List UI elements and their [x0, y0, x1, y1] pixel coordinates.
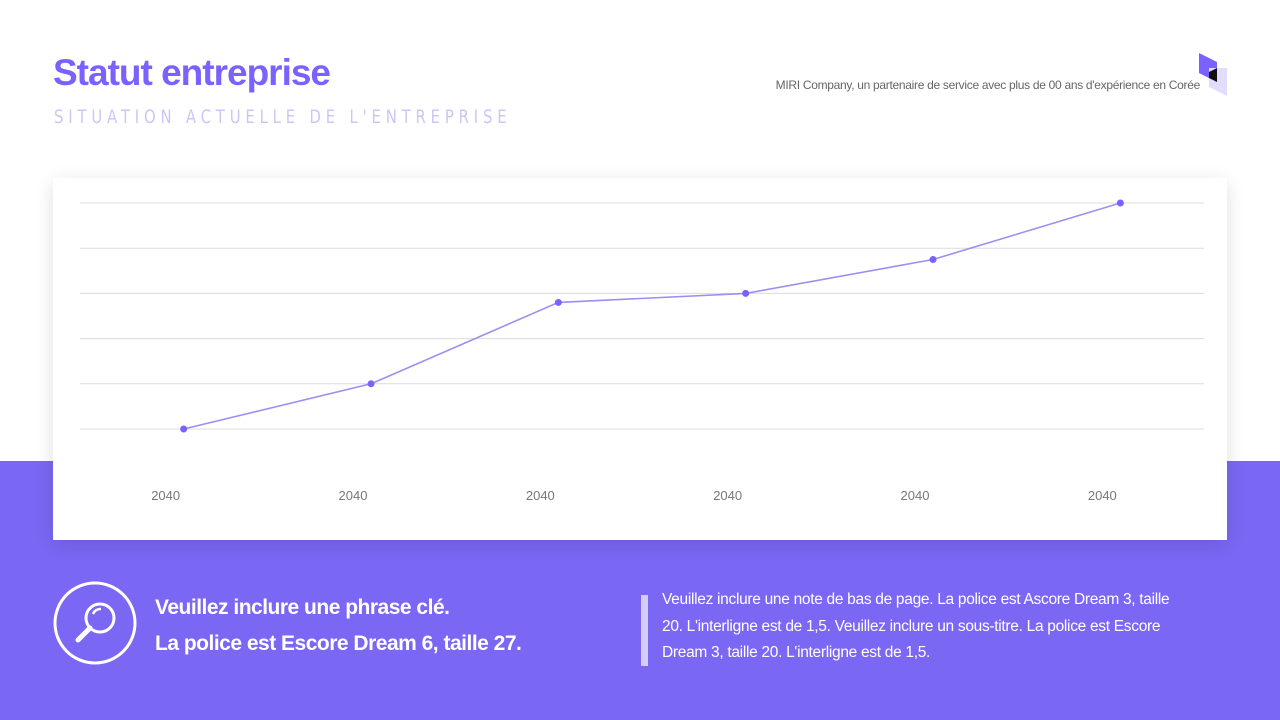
title: Statut entreprise — [53, 52, 331, 93]
note-line: Veuillez inclure une note de bas de page… — [662, 591, 1170, 608]
point — [929, 256, 937, 263]
x-tick-label: 2040 — [901, 488, 930, 503]
tagline: MIRI Company, un partenaire de service a… — [775, 78, 1201, 92]
divider — [641, 595, 648, 666]
subtitle: SITUATION ACTUELLE DE L'ENTREPRISE — [54, 106, 512, 128]
x-tick-label: 2040 — [151, 488, 180, 503]
x-tick-label: 2040 — [339, 488, 368, 503]
key-line: Veuillez inclure une phrase clé. — [155, 596, 450, 619]
point — [742, 289, 750, 297]
key-phrase: Veuillez inclure une phrase clé. La poli… — [155, 590, 522, 662]
key-line: La police est Escore Dream 6, taille 27. — [155, 632, 522, 655]
point — [180, 425, 188, 433]
x-tick-label: 2040 — [713, 488, 742, 503]
x-tick-label: 2040 — [1088, 488, 1117, 503]
note: Veuillez inclure une note de bas de page… — [662, 587, 1170, 667]
note-line: 20. L'interligne est de 1,5. Veuillez in… — [662, 617, 1161, 635]
chart-card: 2040 2040 2040 2040 2040 2040 — [53, 178, 1227, 540]
point — [554, 298, 562, 306]
chart: 2040 2040 2040 2040 2040 2040 — [80, 199, 1204, 503]
line — [183, 202, 1121, 430]
note-line: Dream 3, taille 20. L'interligne est de … — [662, 644, 931, 661]
point — [367, 380, 375, 388]
x-tick-label: 2040 — [526, 488, 555, 503]
point — [1116, 199, 1124, 207]
search-icon — [53, 581, 137, 665]
logo — [1199, 53, 1227, 96]
